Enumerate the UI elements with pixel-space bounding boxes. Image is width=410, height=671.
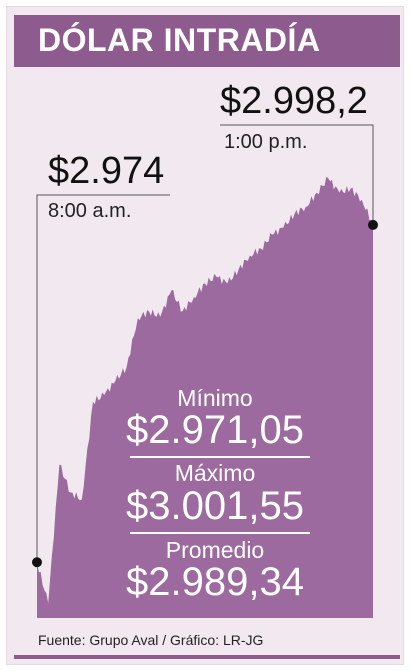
stat-value-average: $2.989,34 — [126, 560, 304, 604]
stat-divider — [130, 532, 310, 534]
stat-label-average: Promedio — [165, 537, 265, 563]
stat-label-maximum: Máximo — [174, 460, 256, 486]
title-bar — [14, 15, 400, 67]
annotation-line-start — [36, 194, 170, 563]
chart-title: DÓLAR INTRADÍA — [38, 22, 321, 58]
source-note: Fuente: Grupo Aval / Gráfico: LR-JG — [38, 632, 264, 648]
annotation-end-value: $2.998,2 — [220, 80, 368, 122]
annotation-end-time: 1:00 p.m. — [224, 131, 308, 153]
start-point-marker — [32, 557, 42, 568]
stat-divider — [130, 456, 310, 458]
annotation-start-time: 8:00 a.m. — [48, 200, 132, 222]
stat-value-maximum: $3.001,55 — [126, 484, 304, 528]
stat-label-minimum: Mínimo — [177, 385, 253, 411]
annotation-start-value: $2.974 — [48, 150, 165, 192]
stat-value-minimum: $2.971,05 — [126, 408, 304, 452]
area-series — [37, 176, 373, 618]
end-point-marker — [368, 219, 378, 230]
bottom-bar — [14, 655, 400, 659]
annotation-line-end — [220, 124, 374, 225]
